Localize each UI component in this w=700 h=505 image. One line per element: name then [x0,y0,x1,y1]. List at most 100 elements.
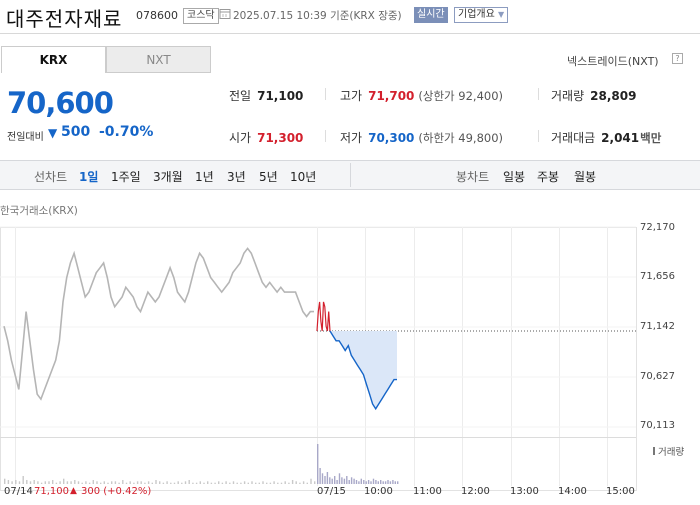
volume-bar [7,480,10,484]
volume-bar [392,480,394,484]
volume-bar [343,478,346,484]
volume-bar [155,480,157,484]
volume-bar [326,472,329,484]
y-tick: 71,142 [640,321,675,332]
help-icon[interactable]: ? [672,53,683,64]
clock-icon [219,9,231,19]
volume-bar [37,481,39,484]
nxt-link[interactable]: 넥스트레이드(NXT) [567,55,659,68]
volume-bar [310,478,312,484]
period-5y[interactable]: 5년 [259,170,278,184]
volume-bar [258,482,260,484]
volume-bar [251,481,253,484]
stat-unit: 백만 [640,131,662,145]
period-10y[interactable]: 10년 [290,170,317,184]
period-1y[interactable]: 1년 [195,170,214,184]
volume-bar [338,473,341,484]
volume-bar [4,478,6,484]
volume-bar [133,482,135,484]
stat-label: 고가 [340,89,363,103]
volume-bar [129,481,131,484]
stat-value: 70,300 [368,131,415,145]
volume-bar [346,476,348,484]
volume-bar [81,482,83,484]
volume-bar [387,480,389,484]
tab-krx[interactable]: KRX [1,46,106,73]
volume-bar [365,481,367,484]
volume-bar [331,478,333,484]
stat-label: 시가 [229,131,252,145]
volume-bar [269,482,272,484]
volume-bar [255,482,257,484]
volume-bar [277,482,279,484]
volume-bar [380,480,382,484]
today-down-area [330,331,397,409]
volume-bar [92,480,94,484]
stat-sub: (상한가 92,400) [418,89,504,103]
volume-bar [88,482,91,484]
stock-name: 대주전자재료 [6,7,123,31]
x-tick: 11:00 [413,486,442,497]
y-tick: 70,113 [640,420,675,431]
volume-bar [319,468,321,484]
period-1w[interactable]: 1주일 [111,170,141,184]
volume-bar [181,482,183,484]
volume-bar [367,480,370,484]
period-3m[interactable]: 3개월 [153,170,183,184]
candle-daily[interactable]: 일봉 [503,170,526,184]
y-tick: 71,656 [640,271,675,282]
corp-info-button[interactable]: 기업개요 ▼ [454,7,509,23]
prev-day-line [3,247,314,401]
period-bar: 선차트 1일 1주일 3개월 1년 3년 5년 10년 봉차트 일봉 주봉 월봉 [0,160,700,190]
volume-bar [151,482,153,484]
stat-sub: (하한가 49,800) [418,131,504,145]
period-1d[interactable]: 1일 [79,170,99,184]
volume-bar [288,482,290,484]
tab-nxt[interactable]: NXT [106,46,211,73]
volume-bar [229,482,231,484]
current-price: 70,600 [7,86,114,120]
x-tick: 10:00 [364,486,393,497]
volume-bar [324,476,326,484]
volume-bar [314,481,316,484]
period-3y[interactable]: 3년 [227,170,246,184]
price-chart[interactable] [0,222,700,505]
volume-bar [70,481,72,484]
x-tick: 15:00 [606,486,635,497]
x-tick: 12:00 [461,486,490,497]
realtime-badge[interactable]: 실시간 [414,7,448,23]
volume-bar [299,482,301,484]
volume-bar [334,476,336,484]
volume-bar [147,481,150,484]
volume-bar [85,481,87,484]
corp-info-label: 기업개요 [458,9,495,20]
candle-chart-label: 봉차트 [456,170,490,184]
volume-bar [273,481,275,484]
volume-bar [232,481,235,484]
candle-monthly[interactable]: 월봉 [574,170,597,184]
volume-bar [74,480,76,484]
volume-bar [111,481,113,484]
volume-bar [52,480,54,484]
volume-bar [295,481,297,484]
timestamp: 2025.07.15 10:39 기준(KRX 장중) [233,8,402,23]
stat-label: 거래량 [551,89,585,103]
volume-bar [184,481,187,484]
volume-bar [136,481,139,484]
volume-bar [363,480,365,484]
today-down-line [329,330,397,411]
volume-bar [40,482,43,484]
up-arrow-icon: ▲ [70,486,77,496]
timestamp-basis: 기준(KRX 장중) [330,10,402,22]
change-percent: -0.70% [99,124,154,140]
volume-bar [55,482,58,484]
volume-bar [214,482,216,484]
volume-bar [192,482,194,484]
volume-bar [195,482,198,484]
volume-bar [63,478,65,484]
chevron-down-icon: ▼ [498,10,505,19]
volume-bar [377,481,379,484]
y-tick: 70,627 [640,371,675,382]
stat-value: 71,700 [368,89,415,103]
candle-weekly[interactable]: 주봉 [537,170,560,184]
